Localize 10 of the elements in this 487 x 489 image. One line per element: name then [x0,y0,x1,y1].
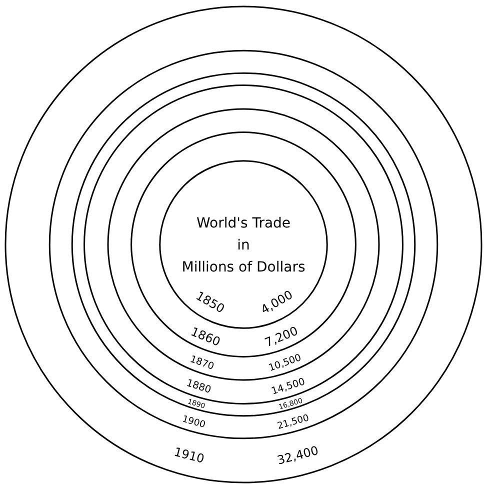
data-label: 7,200 [262,324,300,350]
data-label: 21,500 [276,412,310,432]
data-label: 14,500 [270,376,306,398]
category-label: 1880 [185,378,212,396]
data-label: 32,400 [276,443,320,468]
category-label: 1860 [188,324,222,350]
text: World's Trade in Millions of Dollars [182,216,306,276]
category-label: 1910 [172,444,206,466]
category-label: 1870 [188,354,216,372]
category-label: 1900 [180,414,207,431]
